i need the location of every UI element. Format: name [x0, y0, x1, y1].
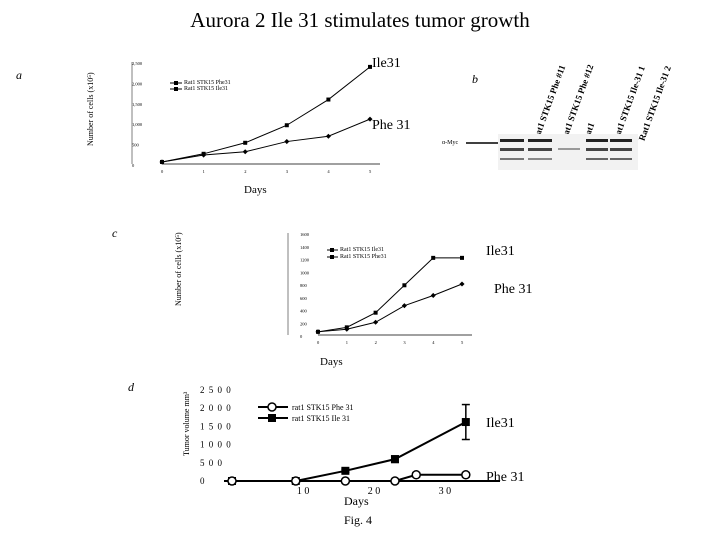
chart-a-ytick-label: 1,500	[132, 102, 143, 108]
chart-a-ytick-label: 2,000	[132, 81, 143, 87]
chart-d-ytick-label: 5 0 0	[200, 458, 223, 468]
panel-a-letter: a	[16, 68, 22, 82]
chart-a-ytick-label: 0	[132, 163, 135, 168]
panel-c-legend-2: Rat1 STK15 Phe31	[340, 254, 387, 260]
chart-c-xtick-label: 0	[317, 340, 320, 345]
chart-a-ytick-label: 1,000	[132, 122, 143, 128]
chart-a-point	[159, 159, 165, 165]
chart-d-point	[227, 476, 237, 486]
chart-a-point	[284, 123, 289, 128]
chart-a-point	[243, 140, 248, 145]
chart-c-point	[373, 319, 379, 325]
chart-c-ytick-label: 1000	[300, 270, 310, 275]
chart-c-point	[431, 255, 436, 260]
chart-d-point	[461, 418, 470, 427]
chart-c-ytick-label: 1200	[300, 258, 310, 263]
panel-a-annot-ile31: Ile31	[372, 56, 401, 71]
chart-c-ytick-label: 400	[300, 309, 308, 314]
chart-c-ytick-label: 0	[300, 334, 303, 339]
chart-d-point	[340, 476, 351, 486]
chart-a-point	[325, 133, 331, 139]
chart-c-point	[460, 255, 464, 260]
chart-a-point	[326, 97, 331, 102]
chart-d-xtick-label: 3 0	[439, 486, 452, 497]
chart-c-point	[315, 329, 321, 335]
chart-d-ytick-label: 1 0 0 0	[200, 440, 232, 450]
chart-d-point	[390, 455, 399, 464]
chart-c-point	[373, 310, 378, 315]
chart-a-xtick-label: 4	[327, 169, 330, 174]
chart-c-ytick-label: 1400	[300, 245, 310, 250]
chart-c-ytick-label: 1600	[300, 232, 310, 237]
chart-d-point	[411, 470, 421, 480]
panel-d-letter: d	[128, 380, 134, 394]
chart-c-ytick-label: 600	[300, 296, 308, 301]
chart-c-xtick-label: 3	[403, 340, 406, 345]
panel-a-annot-phe31: Phe 31	[372, 118, 411, 133]
chart-a-series-line-ile31	[161, 66, 371, 163]
chart-c-xtick-label: 2	[375, 340, 377, 345]
panel-c-letter: c	[112, 226, 118, 240]
chart-c-series-line-phe31	[317, 283, 463, 333]
chart-d-ytick-label: 2 5 0 0	[200, 385, 232, 395]
chart-a-ytick-label: 500	[132, 143, 140, 148]
chart-a-point	[368, 64, 372, 69]
panel-a-legend-2: Rat1 STK15 Ile31	[184, 86, 228, 92]
panel-a-legend-1: Rat1 STK15 Phe31	[184, 80, 231, 86]
panel-c-xlabel: Days	[320, 356, 343, 368]
chart-c-xtick-label: 1	[346, 340, 348, 345]
chart-d-xtick-label: 1 0	[297, 486, 310, 497]
chart-a-xtick-label: 1	[203, 169, 205, 174]
panel-b-letter: b	[472, 72, 478, 86]
chart-d-xtick-label: 2 0	[368, 486, 381, 497]
chart-d-point	[341, 466, 350, 475]
chart-c-xtick-label: 4	[432, 340, 435, 345]
chart-a-point	[367, 116, 373, 122]
chart-a-series-line-phe31	[161, 118, 371, 163]
chart-d-point	[291, 476, 301, 486]
chart-d-point	[461, 470, 471, 480]
panel-d-legend-1: rat1 STK15 Phe 31	[292, 403, 354, 412]
panel-d-annot-ile31: Ile31	[486, 416, 515, 431]
figure-title: Aurora 2 Ile 31 stimulates tumor growth	[190, 8, 530, 32]
chart-c-point	[401, 303, 407, 309]
panel-c-annot-ile31: Ile31	[486, 244, 515, 259]
chart-c-ytick-label: 800	[300, 283, 308, 288]
chart-a-point	[284, 139, 290, 145]
chart-d-point	[390, 476, 400, 486]
blot-probe-label: α-Myc	[442, 140, 459, 146]
chart-a-point	[242, 149, 248, 155]
chart-c-point	[430, 292, 436, 299]
chart-a-xtick-label: 0	[161, 169, 164, 174]
chart-d-ytick-label: 0	[200, 476, 206, 486]
chart-a-xtick-label: 2	[244, 169, 246, 174]
chart-d-ytick-label: 1 5 0 0	[200, 421, 232, 431]
figure-label: Fig. 4	[344, 513, 373, 527]
chart-a-point	[201, 152, 207, 158]
chart-c-ytick-label: 200	[300, 321, 308, 326]
chart-c-point	[344, 326, 350, 332]
chart-d-series-line-phe31	[232, 473, 466, 482]
panel-d-legend-2: rat1 STK15 Ile 31	[292, 414, 350, 423]
chart-c-point	[402, 283, 407, 288]
chart-a-xtick-label: 5	[369, 169, 372, 174]
chart-c-series-line-ile31	[317, 257, 462, 333]
panel-c-legend-1: Rat1 STK15 Ile31	[340, 247, 384, 253]
panel-c-annot-phe31: Phe 31	[494, 282, 533, 297]
chart-c-xtick-label: 5	[461, 340, 464, 345]
chart-a-xtick-label: 3	[286, 169, 289, 174]
panel-d-xlabel: Days	[344, 494, 369, 508]
chart-c-point	[459, 281, 465, 287]
chart-d-ytick-label: 2 0 0 0	[200, 403, 232, 413]
panel-a-xlabel: Days	[244, 184, 267, 196]
chart-a-ytick-label: 2,500	[132, 61, 143, 67]
